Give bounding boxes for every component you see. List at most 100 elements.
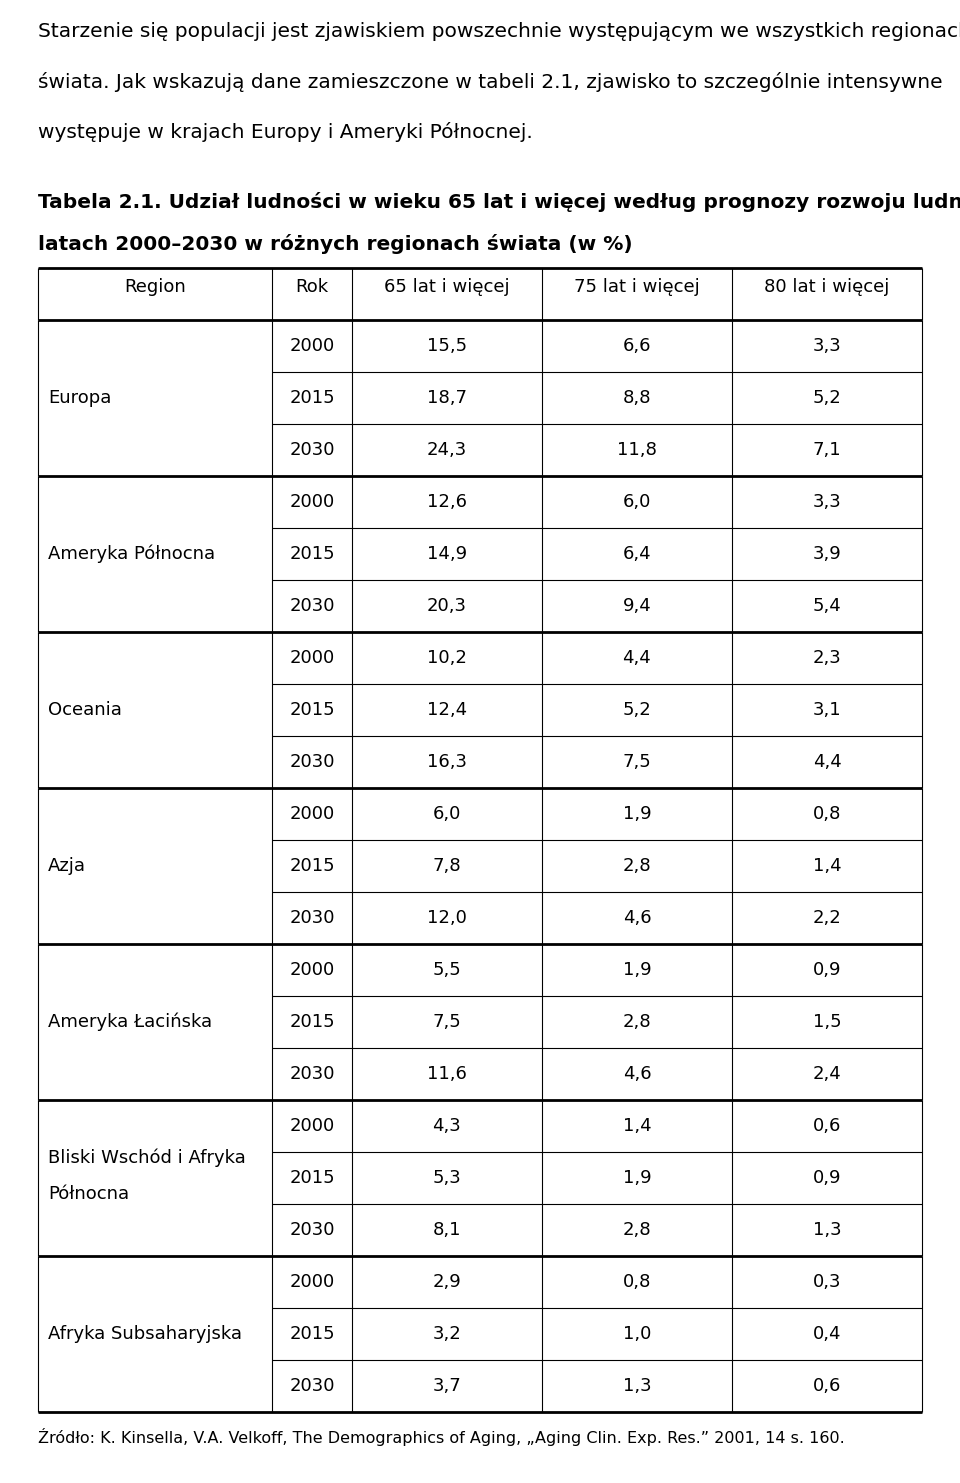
Text: Rok: Rok [296, 277, 328, 297]
Text: 2030: 2030 [289, 753, 335, 771]
Text: latach 2000–2030 w różnych regionach świata (w %): latach 2000–2030 w różnych regionach świ… [38, 234, 633, 254]
Text: 65 lat i więcej: 65 lat i więcej [384, 277, 510, 297]
Text: 18,7: 18,7 [427, 389, 467, 406]
Text: 2,8: 2,8 [623, 1013, 651, 1031]
Text: 2,9: 2,9 [432, 1272, 461, 1292]
Text: 3,3: 3,3 [812, 492, 841, 512]
Text: 7,5: 7,5 [432, 1013, 461, 1031]
Text: 2015: 2015 [289, 1169, 335, 1186]
Text: 9,4: 9,4 [622, 598, 651, 615]
Text: 2015: 2015 [289, 389, 335, 406]
Text: świata. Jak wskazują dane zamieszczone w tabeli 2.1, zjawisko to szczególnie int: świata. Jak wskazują dane zamieszczone w… [38, 73, 943, 92]
Text: 2000: 2000 [289, 805, 335, 823]
Text: 1,9: 1,9 [623, 961, 651, 979]
Text: 6,6: 6,6 [623, 337, 651, 354]
Text: 2015: 2015 [289, 857, 335, 875]
Text: 2000: 2000 [289, 961, 335, 979]
Text: Oceania: Oceania [48, 701, 122, 719]
Text: 0,6: 0,6 [813, 1378, 841, 1396]
Text: 1,5: 1,5 [813, 1013, 841, 1031]
Text: Afryka Subsaharyjska: Afryka Subsaharyjska [48, 1324, 242, 1344]
Text: 2015: 2015 [289, 544, 335, 564]
Text: 1,3: 1,3 [813, 1221, 841, 1238]
Text: 5,3: 5,3 [432, 1169, 461, 1186]
Text: 24,3: 24,3 [427, 440, 467, 460]
Text: 1,3: 1,3 [623, 1378, 651, 1396]
Text: 6,4: 6,4 [623, 544, 651, 564]
Text: 4,6: 4,6 [623, 1065, 651, 1083]
Text: 5,2: 5,2 [812, 389, 841, 406]
Text: 4,6: 4,6 [623, 909, 651, 927]
Text: 7,1: 7,1 [813, 440, 841, 460]
Text: 2015: 2015 [289, 701, 335, 719]
Text: Azja: Azja [48, 857, 86, 875]
Text: występuje w krajach Europy i Ameryki Północnej.: występuje w krajach Europy i Ameryki Pół… [38, 122, 533, 142]
Text: Bliski Wschód i Afryka: Bliski Wschód i Afryka [48, 1149, 246, 1167]
Text: Północna: Północna [48, 1185, 130, 1203]
Text: 4,3: 4,3 [432, 1117, 461, 1134]
Text: 3,1: 3,1 [813, 701, 841, 719]
Text: 1,4: 1,4 [623, 1117, 651, 1134]
Text: 1,9: 1,9 [623, 805, 651, 823]
Text: 1,0: 1,0 [623, 1324, 651, 1344]
Text: 2000: 2000 [289, 650, 335, 667]
Text: 2,3: 2,3 [812, 650, 841, 667]
Text: 2030: 2030 [289, 440, 335, 460]
Text: 75 lat i więcej: 75 lat i więcej [574, 277, 700, 297]
Text: Starzenie się populacji jest zjawiskiem powszechnie występującym we wszystkich r: Starzenie się populacji jest zjawiskiem … [38, 22, 960, 42]
Text: 8,8: 8,8 [623, 389, 651, 406]
Text: 3,7: 3,7 [432, 1378, 461, 1396]
Text: 4,4: 4,4 [812, 753, 841, 771]
Text: 3,9: 3,9 [812, 544, 841, 564]
Text: 5,4: 5,4 [812, 598, 841, 615]
Text: 7,5: 7,5 [622, 753, 651, 771]
Text: 11,6: 11,6 [427, 1065, 467, 1083]
Text: Ameryka Północna: Ameryka Północna [48, 544, 215, 564]
Text: 8,1: 8,1 [433, 1221, 461, 1238]
Text: Region: Region [124, 277, 186, 297]
Text: 12,0: 12,0 [427, 909, 467, 927]
Text: Źródło: K. Kinsella, V.A. Velkoff, The Demographics of Aging, „Aging Clin. Exp. : Źródło: K. Kinsella, V.A. Velkoff, The D… [38, 1428, 845, 1446]
Text: 2000: 2000 [289, 1272, 335, 1292]
Text: Ameryka Łacińska: Ameryka Łacińska [48, 1013, 212, 1031]
Text: 2030: 2030 [289, 1378, 335, 1396]
Text: 14,9: 14,9 [427, 544, 467, 564]
Text: 11,8: 11,8 [617, 440, 657, 460]
Text: 12,6: 12,6 [427, 492, 467, 512]
Text: 6,0: 6,0 [433, 805, 461, 823]
Text: 1,9: 1,9 [623, 1169, 651, 1186]
Text: 3,3: 3,3 [812, 337, 841, 354]
Text: 20,3: 20,3 [427, 598, 467, 615]
Text: 2030: 2030 [289, 1065, 335, 1083]
Text: 15,5: 15,5 [427, 337, 467, 354]
Text: 2,8: 2,8 [623, 857, 651, 875]
Text: 2000: 2000 [289, 492, 335, 512]
Text: 2015: 2015 [289, 1013, 335, 1031]
Text: 5,5: 5,5 [432, 961, 461, 979]
Text: 3,2: 3,2 [432, 1324, 461, 1344]
Text: 0,8: 0,8 [623, 1272, 651, 1292]
Text: 0,9: 0,9 [813, 961, 841, 979]
Text: 2000: 2000 [289, 1117, 335, 1134]
Text: Tabela 2.1. Udział ludności w wieku 65 lat i więcej według prognozy rozwoju ludn: Tabela 2.1. Udział ludności w wieku 65 l… [38, 191, 960, 212]
Text: 0,6: 0,6 [813, 1117, 841, 1134]
Text: 4,4: 4,4 [622, 650, 651, 667]
Text: 2,8: 2,8 [623, 1221, 651, 1238]
Text: 2000: 2000 [289, 337, 335, 354]
Text: 16,3: 16,3 [427, 753, 467, 771]
Text: 2030: 2030 [289, 1221, 335, 1238]
Text: 2015: 2015 [289, 1324, 335, 1344]
Text: 5,2: 5,2 [622, 701, 651, 719]
Text: 80 lat i więcej: 80 lat i więcej [764, 277, 890, 297]
Text: 0,4: 0,4 [813, 1324, 841, 1344]
Text: 0,9: 0,9 [813, 1169, 841, 1186]
Text: 0,8: 0,8 [813, 805, 841, 823]
Text: 6,0: 6,0 [623, 492, 651, 512]
Text: 2030: 2030 [289, 598, 335, 615]
Text: 10,2: 10,2 [427, 650, 467, 667]
Text: Europa: Europa [48, 389, 111, 406]
Text: 0,3: 0,3 [813, 1272, 841, 1292]
Text: 2030: 2030 [289, 909, 335, 927]
Text: 1,4: 1,4 [813, 857, 841, 875]
Text: 7,8: 7,8 [433, 857, 461, 875]
